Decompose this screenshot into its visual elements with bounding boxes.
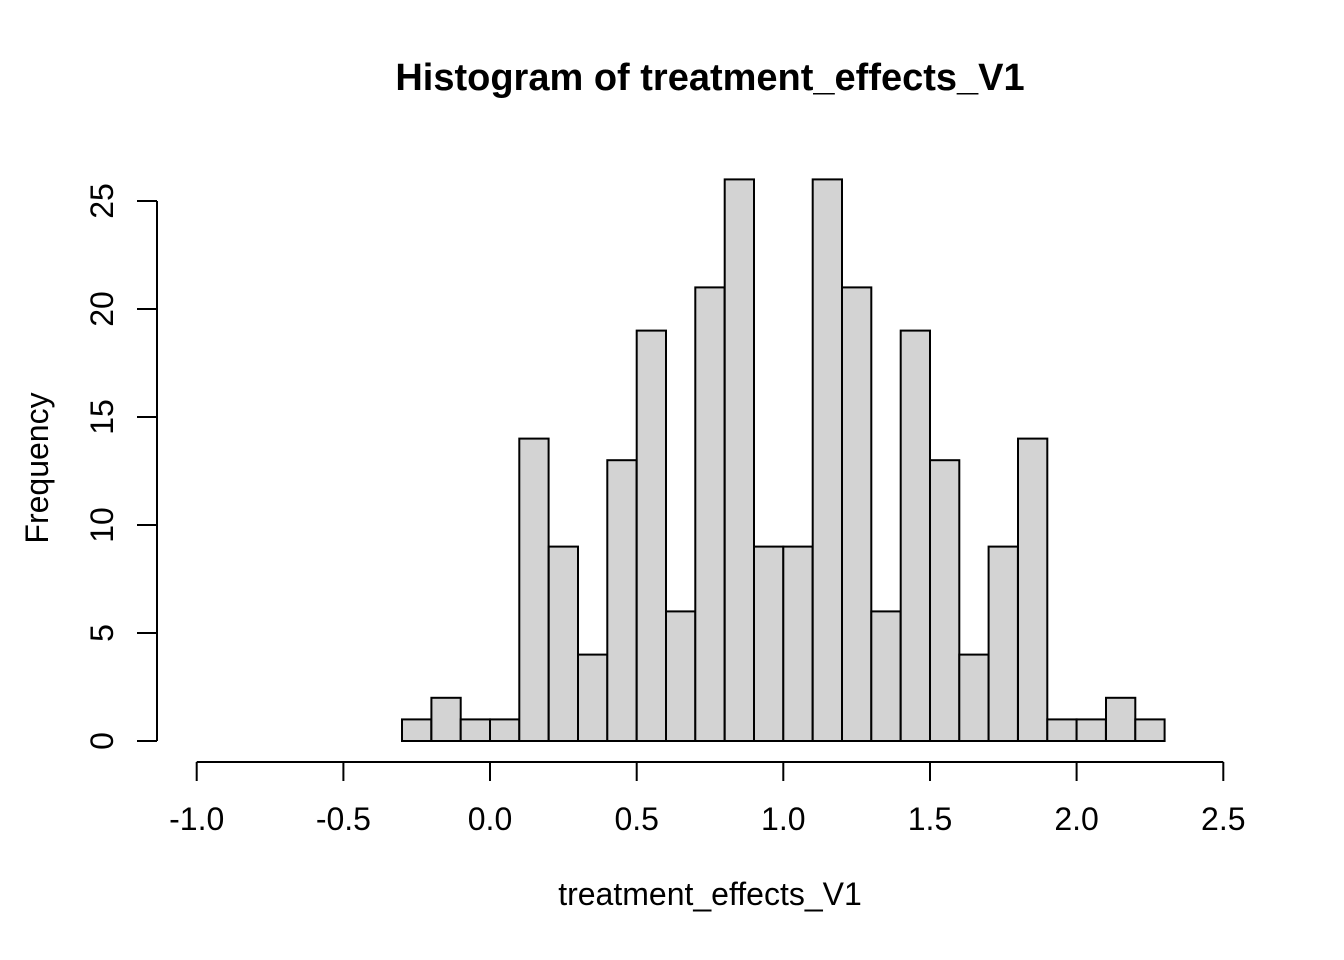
bars-group xyxy=(401,178,1166,743)
histogram-bar xyxy=(811,178,844,742)
x-tick-label: 0.5 xyxy=(614,801,658,837)
histogram-bar xyxy=(1075,718,1107,743)
histogram-bar xyxy=(1017,437,1049,742)
histogram-bar xyxy=(694,286,726,742)
y-tick-label: 20 xyxy=(84,291,120,327)
histogram-bar xyxy=(635,329,668,742)
x-tick-label: 1.5 xyxy=(908,801,952,837)
histogram-bar xyxy=(1046,718,1078,743)
x-tick-label: 2.5 xyxy=(1201,801,1245,837)
x-tick-label: 0.0 xyxy=(468,801,512,837)
histogram-bar xyxy=(577,653,609,742)
histogram-bar xyxy=(547,545,580,742)
histogram-bar xyxy=(723,178,756,742)
histogram-bar xyxy=(753,545,785,742)
x-tick-label: -1.0 xyxy=(169,801,224,837)
y-tick-label: 10 xyxy=(84,507,120,543)
x-tick-label: -0.5 xyxy=(316,801,371,837)
y-tick-label: 0 xyxy=(84,732,120,750)
histogram-bar xyxy=(489,718,521,743)
histogram-bar xyxy=(987,545,1019,742)
x-axis: -1.0 -0.5 0.0 0.5 1.0 1.5 2.0 2.5 xyxy=(169,761,1246,837)
histogram-bar xyxy=(665,610,697,743)
histogram-bar xyxy=(1105,696,1137,742)
histogram-bar xyxy=(899,329,932,742)
x-tick-label: 1.0 xyxy=(761,801,805,837)
y-tick-label: 15 xyxy=(84,399,120,435)
x-tick-label: 2.0 xyxy=(1054,801,1098,837)
histogram-bar xyxy=(841,286,873,742)
y-tick-label: 25 xyxy=(84,183,120,219)
y-tick-label: 5 xyxy=(84,624,120,642)
histogram-bar xyxy=(870,610,902,743)
histogram-bar xyxy=(1134,718,1166,743)
histogram-bar xyxy=(401,718,433,743)
histogram-bar xyxy=(430,696,462,742)
histogram-bar xyxy=(929,459,961,742)
chart-title: Histogram of treatment_effects_V1 xyxy=(395,57,1024,99)
histogram-bar xyxy=(606,459,638,742)
histogram-bar xyxy=(518,437,550,742)
y-axis: 0 5 10 15 20 25 xyxy=(84,183,158,750)
histogram-bar xyxy=(782,545,814,742)
histogram-bar xyxy=(459,718,492,743)
histogram-bar xyxy=(958,653,990,742)
x-axis-label: treatment_effects_V1 xyxy=(558,876,862,912)
y-axis-label: Frequency xyxy=(19,392,55,543)
